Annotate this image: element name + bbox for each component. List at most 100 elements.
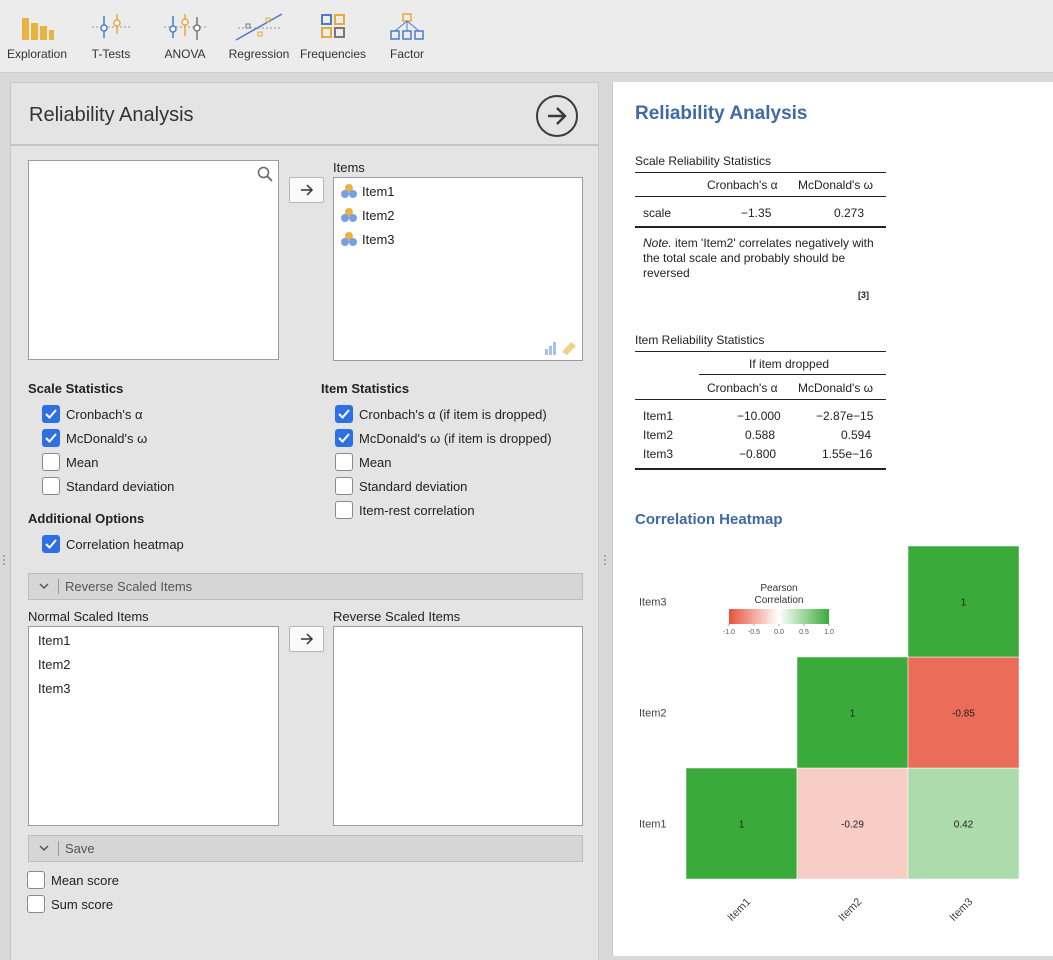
list-item[interactable]: Item2 (38, 657, 71, 672)
check-icon (45, 433, 57, 443)
heatmap-cell (907, 545, 1020, 658)
legend-tick-label: 0.0 (774, 629, 784, 636)
checkbox-label: Standard deviation (66, 478, 175, 494)
checkbox-box[interactable] (42, 535, 60, 553)
checkbox-label: Correlation heatmap (66, 536, 184, 552)
options-panel: Reliability Analysis Items Item1 Item2 I… (10, 82, 599, 960)
heatmap-cell-label: -0.85 (952, 709, 975, 720)
source-variables-list[interactable] (28, 160, 279, 360)
heatmap-cell-label: 1 (739, 820, 745, 831)
table-rule (635, 226, 886, 228)
list-item[interactable]: Item3 (340, 229, 395, 249)
checkbox-label: Mean (66, 454, 99, 470)
checkbox-box[interactable] (42, 405, 60, 423)
items-list[interactable]: Item1 Item2 Item3 (333, 177, 583, 361)
checkbox-box[interactable] (42, 477, 60, 495)
item-omega-dropped-checkbox[interactable]: McDonald's ω (if item is dropped) (335, 428, 552, 448)
reference-footnote[interactable]: [3] (858, 290, 869, 300)
list-item[interactable]: Item1 (38, 633, 71, 648)
title-divider (11, 144, 599, 146)
regression-icon (235, 13, 283, 41)
move-to-items-button[interactable] (289, 177, 324, 203)
checkbox-label: Sum score (51, 896, 114, 912)
item-rest-correlation-checkbox[interactable]: Item-rest correlation (335, 500, 475, 520)
panel-splitter-handle[interactable] (602, 553, 608, 567)
item-alpha-dropped-checkbox[interactable]: Cronbach's α (if item is dropped) (335, 404, 547, 424)
correlation-heatmap-checkbox[interactable]: Correlation heatmap (42, 534, 184, 554)
exploration-button[interactable]: Exploration (0, 0, 74, 73)
factor-button[interactable]: Factor (370, 0, 444, 73)
heatmap-cell (907, 767, 1020, 880)
scale-table-title: Scale Reliability Statistics (635, 154, 772, 168)
normal-scaled-list[interactable]: Item1 Item2 Item3 (28, 626, 279, 826)
checkbox-box[interactable] (42, 453, 60, 471)
item-sd-checkbox[interactable]: Standard deviation (335, 476, 467, 496)
checkbox-box[interactable] (335, 405, 353, 423)
table-note: Note. item 'Item2' correlates negatively… (643, 236, 883, 281)
search-icon[interactable] (257, 166, 273, 182)
legend-tick-label: 1.0 (824, 629, 834, 636)
heatmap-cell-label: 1 (850, 709, 856, 720)
heatmap-title: Correlation Heatmap (635, 511, 783, 528)
checkbox-box[interactable] (335, 477, 353, 495)
variable-type-icon (545, 342, 576, 355)
table-rule (699, 374, 886, 375)
check-icon (338, 409, 350, 419)
checkbox-label: Mean (359, 454, 392, 470)
left-splitter-handle[interactable] (1, 553, 7, 567)
checkbox-box[interactable] (335, 453, 353, 471)
scale-sd-checkbox[interactable]: Standard deviation (42, 476, 174, 496)
legend-tick-label: 0.5 (799, 629, 809, 636)
column-header: McDonald's ω (798, 381, 874, 395)
frequencies-button[interactable]: Frequencies (296, 0, 370, 73)
additional-options-heading: Additional Options (28, 511, 145, 526)
reverse-scaled-list[interactable] (333, 626, 583, 826)
scale-mean-checkbox[interactable]: Mean (42, 452, 99, 472)
column-header: Cronbach's α (707, 178, 778, 192)
checkbox-label: Item-rest correlation (359, 502, 475, 518)
reverse-scaled-label: Reverse Scaled Items (333, 609, 461, 624)
alpha-value: 0.588 (745, 428, 776, 442)
sum-score-checkbox[interactable]: Sum score (27, 894, 113, 914)
arrow-right-icon (300, 184, 313, 196)
anova-button[interactable]: ANOVA (148, 0, 222, 73)
run-analysis-button[interactable] (536, 95, 578, 137)
legend-tick-label: -1.0 (723, 629, 735, 636)
checkbox-box[interactable] (335, 429, 353, 447)
arrow-right-icon (300, 633, 313, 645)
list-item[interactable]: Item2 (340, 205, 395, 225)
list-item[interactable]: Item1 (340, 181, 395, 201)
checkbox-box[interactable] (42, 429, 60, 447)
table-rule (635, 399, 886, 400)
scale-statistics-heading: Scale Statistics (28, 381, 124, 396)
checkbox-box[interactable] (335, 501, 353, 519)
item-mean-checkbox[interactable]: Mean (335, 452, 392, 472)
arrow-right-icon (548, 107, 567, 125)
checkbox-box[interactable] (27, 871, 45, 889)
reverse-scaled-section-toggle[interactable]: Reverse Scaled Items (28, 573, 583, 600)
save-section-toggle[interactable]: Save (28, 835, 583, 862)
column-header: McDonald's ω (798, 178, 874, 192)
regression-button[interactable]: Regression (222, 0, 296, 73)
omega-value: 1.55e−16 (822, 447, 873, 461)
mean-score-checkbox[interactable]: Mean score (27, 870, 119, 890)
list-item[interactable]: Item3 (38, 681, 71, 696)
row-label: Item1 (643, 409, 674, 423)
frequencies-icon (321, 14, 345, 38)
checkbox-label: Cronbach's α (66, 406, 143, 422)
legend-color-bar (729, 609, 829, 624)
t-tests-button[interactable]: T-Tests (74, 0, 148, 73)
checkbox-label: Standard deviation (359, 478, 468, 494)
section-label: Reverse Scaled Items (65, 579, 193, 594)
cronbach-alpha-checkbox[interactable]: Cronbach's α (42, 404, 142, 424)
heatmap-cell-label: 0.42 (954, 820, 974, 831)
heatmap-cell (796, 767, 909, 880)
chevron-down-icon (29, 579, 59, 594)
move-to-reverse-button[interactable] (289, 626, 324, 652)
mcdonald-omega-checkbox[interactable]: McDonald's ω (42, 428, 147, 448)
item-name: Item2 (362, 207, 395, 223)
checkbox-box[interactable] (27, 895, 45, 913)
continuous-variable-icon (341, 184, 357, 198)
y-tick-label: Item1 (639, 819, 667, 831)
results-title: Reliability Analysis (635, 103, 808, 124)
